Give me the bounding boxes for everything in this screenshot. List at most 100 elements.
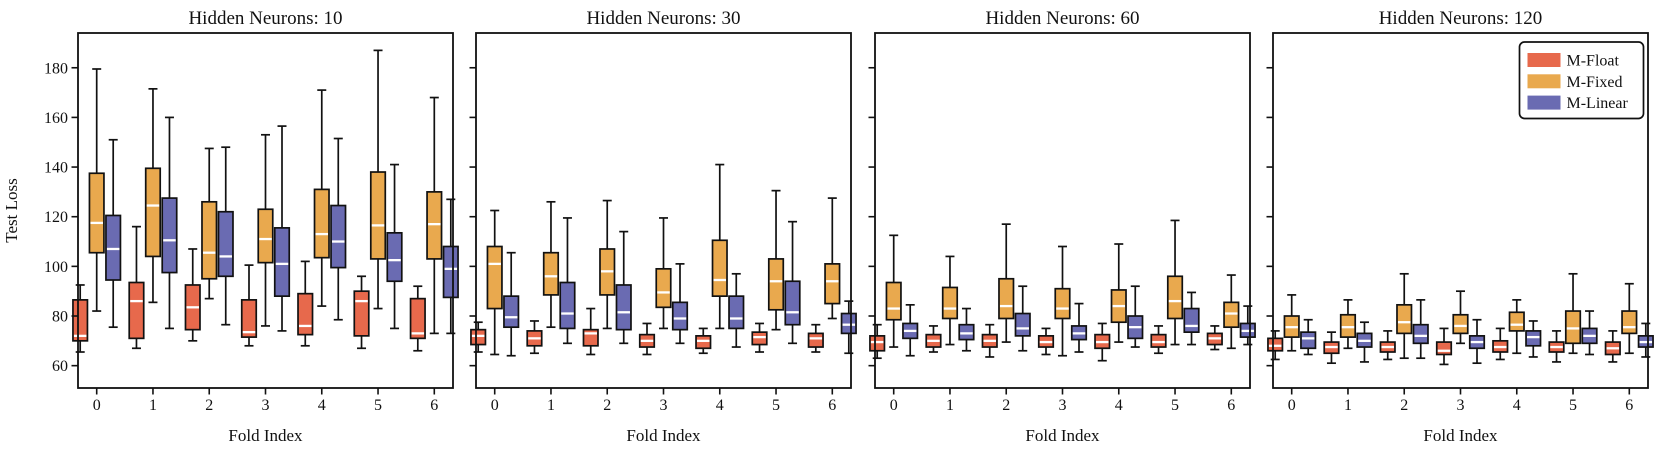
legend-label: M-Linear: [1567, 95, 1629, 112]
box-m-float-fold-6: [1206, 325, 1223, 351]
y-tick-label: 140: [44, 160, 68, 177]
box-m-float-fold-3: [240, 264, 258, 347]
x-tick-label: 4: [716, 397, 724, 414]
x-tick-label: 2: [205, 397, 213, 414]
box-m-float-fold-6: [1604, 330, 1621, 363]
x-tick-label: 6: [1625, 397, 1633, 414]
panel-title: Hidden Neurons: 120: [1379, 8, 1543, 29]
x-tick-label: 5: [374, 397, 382, 414]
legend-label: M-Float: [1567, 53, 1620, 70]
iqr-box: [144, 167, 162, 258]
box-m-fixed-fold-6: [426, 96, 443, 335]
y-axis-label: Test Loss: [2, 178, 21, 242]
iqr-box: [369, 171, 387, 260]
x-tick-label: 5: [1569, 397, 1577, 414]
series-m-fixed: [486, 163, 841, 356]
box-m-float-fold-1: [925, 325, 942, 353]
iqr-box: [353, 290, 370, 337]
iqr-box: [542, 251, 560, 296]
panel-hidden-neurons-30: 0 1 2 3 4 5 6 Hidden Neurons: 30 Fold Index: [469, 8, 857, 445]
series-m-float: [72, 225, 426, 353]
box-m-linear-fold-6: [1239, 305, 1256, 346]
box-m-float-fold-4: [1492, 327, 1509, 361]
iqr-box: [201, 200, 218, 280]
x-tick-label: 1: [149, 397, 157, 414]
box-m-float-fold-1: [526, 320, 543, 355]
box-m-fixed-fold-0: [88, 68, 105, 312]
x-tick-label: 1: [946, 397, 954, 414]
iqr-box: [711, 239, 728, 297]
iqr-box: [1339, 313, 1357, 338]
box-m-float-fold-0: [1267, 330, 1284, 361]
legend: M-Float M-Fixed M-Linear: [1518, 41, 1645, 120]
legend-swatch: [1527, 95, 1561, 110]
iqr-box: [1267, 337, 1284, 352]
iqr-box: [88, 172, 105, 254]
series-m-float: [869, 322, 1223, 362]
y-tick-label: 60: [52, 358, 68, 375]
x-tick-label: 2: [603, 397, 611, 414]
iqr-box: [217, 210, 234, 278]
box-m-fixed-fold-4: [1508, 299, 1525, 355]
box-m-linear-fold-2: [1412, 299, 1429, 360]
box-m-linear-fold-6: [1637, 322, 1654, 358]
box-m-float-fold-5: [353, 275, 370, 350]
box-m-linear-fold-0: [1300, 318, 1317, 356]
box-m-float-fold-1: [1323, 331, 1340, 365]
x-axis-label: Fold Index: [1025, 426, 1100, 445]
x-tick-label: 0: [1288, 397, 1296, 414]
x-axis-label: Fold Index: [626, 426, 701, 445]
box-m-fixed-fold-5: [1564, 272, 1582, 355]
box-m-linear-fold-4: [1127, 285, 1144, 348]
y-tick-label: 180: [44, 60, 68, 77]
iqr-box: [885, 281, 902, 321]
series-m-float: [470, 307, 824, 356]
iqr-box: [1183, 307, 1200, 333]
box-m-float-fold-3: [1037, 327, 1055, 356]
box-m-fixed-fold-3: [257, 133, 274, 327]
box-m-fixed-fold-6: [1621, 282, 1638, 355]
y-axis-label-group: Test Loss: [2, 178, 21, 242]
box-m-linear-fold-0: [105, 138, 122, 329]
iqr-box: [240, 299, 258, 338]
panel-hidden-neurons-10: 60 80 100 120 140 160 180 0 1 2 3 4 5 6 Hidden Neurons…: [44, 8, 459, 445]
x-tick-label: 5: [1171, 397, 1179, 414]
iqr-box: [1621, 310, 1638, 335]
box-m-fixed-fold-4: [1110, 243, 1127, 343]
x-tick-label: 0: [491, 397, 499, 414]
iqr-box: [1166, 275, 1184, 320]
x-tick-label: 3: [1059, 397, 1067, 414]
x-tick-label: 3: [660, 397, 668, 414]
box-m-linear-fold-0: [902, 303, 919, 357]
x-tick-label: 6: [828, 397, 836, 414]
iqr-box: [840, 312, 857, 335]
x-tick-label: 4: [1513, 397, 1521, 414]
box-m-fixed-fold-4: [313, 89, 330, 307]
iqr-box: [807, 332, 824, 348]
box-m-float-fold-3: [1435, 327, 1453, 366]
box-m-float-fold-4: [1094, 322, 1111, 362]
iqr-box: [1223, 301, 1240, 329]
iqr-box: [426, 191, 443, 260]
box-m-linear-fold-1: [161, 116, 178, 330]
iqr-box: [695, 335, 712, 350]
iqr-box: [72, 299, 89, 342]
iqr-box: [486, 245, 503, 310]
iqr-box: [297, 292, 314, 336]
box-m-float-fold-2: [184, 248, 201, 342]
x-tick-label: 0: [890, 397, 898, 414]
box-m-fixed-fold-6: [1223, 274, 1240, 350]
series-m-fixed: [88, 49, 443, 335]
box-m-float-fold-2: [582, 307, 599, 356]
iqr-box: [582, 328, 599, 347]
box-m-linear-fold-3: [1468, 318, 1486, 365]
box-m-float-fold-1: [128, 225, 145, 350]
x-tick-label: 3: [1457, 397, 1465, 414]
iqr-box: [655, 267, 672, 309]
iqr-box: [615, 284, 632, 331]
box-m-linear-fold-1: [958, 307, 975, 352]
panel-hidden-neurons-120: 0 1 2 3 4 5 6 Hidden Neurons: 120 Fold Index M-Fl…: [1266, 8, 1654, 445]
iqr-box: [1564, 310, 1582, 345]
